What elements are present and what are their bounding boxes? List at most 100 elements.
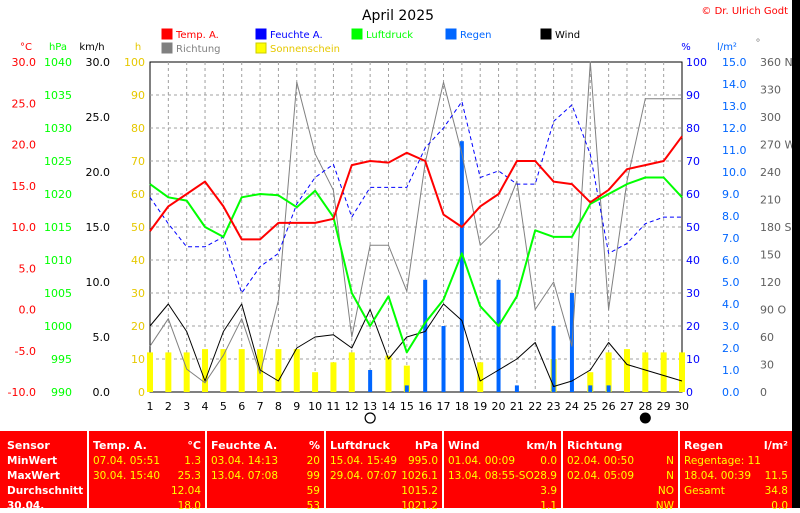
rain-bar [551, 326, 556, 392]
stats-value: 0.0 [771, 500, 788, 512]
rain-axis-tick-label: 7.0 [722, 232, 740, 245]
direction-axis-tick-label: 30 [760, 359, 774, 372]
humidity-axis-tick-label: 70 [686, 155, 700, 168]
axis-ticks: -10.0 -5.0 0.0 5.0 10.0 15.0 20.0 25.0 30.0 990 99… [8, 56, 796, 399]
sunshine-bar [385, 355, 392, 392]
x-tick-label: 28 [638, 400, 652, 413]
rain-axis-tick-label: 14.0 [722, 78, 747, 91]
stats-group-header: Wind km/h [448, 439, 557, 453]
x-tick-label: 21 [510, 400, 524, 413]
stats-value-row: 07.04. 05:51 1.3 [93, 454, 201, 468]
sunshine-bar [660, 352, 667, 392]
direction-line [149, 61, 682, 384]
wind-axis-tick-label: 25.0 [86, 111, 111, 124]
legend-swatch-sunshine [255, 42, 267, 54]
sunshine-bar [403, 365, 410, 392]
rain-axis-tick-label: 1.0 [722, 364, 740, 377]
legend-label-direction: Richtung [176, 44, 221, 55]
stats-group-unit: km/h [526, 439, 557, 452]
stats-value: 3.9 [540, 485, 557, 497]
x-tick-label: 22 [528, 400, 542, 413]
stats-timestamp: 15.04. 15:49 [330, 455, 397, 467]
sunshine-bar [183, 352, 190, 392]
sunshine-bar [330, 362, 337, 392]
rain-axis-tick-label: 6.0 [722, 254, 740, 267]
sunshine-bar [293, 349, 300, 392]
axis-unit: h [135, 42, 141, 53]
rain-axis-tick-label: 11.0 [722, 144, 747, 157]
humidity-axis-tick-label: 100 [686, 56, 707, 69]
rain-bar [423, 279, 428, 392]
stats-label-min: MinWert [7, 455, 58, 467]
stats-label-avg: Durchschnitt [7, 485, 84, 497]
sunshine-bar [220, 349, 227, 392]
humidity-axis-tick-label: 50 [686, 221, 700, 234]
direction-axis-tick-label: 330 [760, 84, 781, 97]
sunshine-bar [679, 352, 686, 392]
wind-axis-tick-label: 20.0 [86, 166, 111, 179]
direction-axis-tick-label: 120 [760, 276, 781, 289]
stats-timestamp: 30.04. 15:40 [93, 470, 160, 482]
stats-value-row: 0.0 [684, 499, 788, 513]
direction-axis-tick-label: 270 W [760, 139, 795, 152]
rain-axis-tick-label: 5.0 [722, 276, 740, 289]
stats-value-row: 3.9 [448, 484, 557, 498]
sunshine-bar [147, 352, 153, 392]
x-tick-label: 24 [565, 400, 579, 413]
pressure-axis-tick-label: 1035 [44, 89, 72, 102]
rain-axis-tick-label: 15.0 [722, 56, 747, 69]
stats-group-unit: l/m² [763, 439, 788, 452]
stats-timestamp: 02.04. 05:09 [567, 470, 634, 482]
x-tick-label: 13 [363, 400, 377, 413]
stats-group-title: Feuchte A. [211, 439, 278, 452]
pressure-axis-tick-label: 1040 [44, 56, 72, 69]
stats-group-header: Regen l/m² [684, 439, 788, 453]
wind-axis-tick-label: 15.0 [86, 221, 111, 234]
rain-axis-tick-label: 13.0 [722, 100, 747, 113]
sunshine-bar [587, 372, 594, 392]
sun-axis-tick-label: 10 [131, 353, 145, 366]
stats-timestamp: 13.04. 07:08 [211, 470, 278, 482]
direction-axis-tick-label: 210 [760, 194, 781, 207]
stats-value-row: 12.04 [93, 484, 201, 498]
sunshine-bar [238, 349, 245, 392]
stats-timestamp: 01.04. 00:09 [448, 455, 515, 467]
stats-value-row: NO [567, 484, 674, 498]
sun-axis-tick-label: 60 [131, 188, 145, 201]
stats-value-row: 02.04. 00:50 N [567, 454, 674, 468]
stats-value-row: Gesamt 34.8 [684, 484, 788, 498]
direction-axis-tick-label: 60 [760, 331, 774, 344]
sun-axis-tick-label: 0 [138, 386, 145, 399]
x-tick-label: 15 [400, 400, 414, 413]
stats-timestamp: 07.04. 05:51 [93, 455, 160, 467]
stats-value-row: 13.04. 08:55-SO 28.9 [448, 469, 557, 483]
legend-label-sunshine: Sonnenschein [270, 44, 340, 55]
x-tick-label: 10 [308, 400, 322, 413]
stats-timestamp: 29.04. 07:07 [330, 470, 397, 482]
humidity-line [149, 101, 682, 294]
stats-value: 59 [306, 485, 320, 497]
stats-group-header: Luftdruck hPa [330, 439, 438, 453]
temp-axis-tick-label: 20.0 [12, 139, 37, 152]
sunshine-bar [202, 349, 209, 392]
stats-timestamp: 02.04. 00:50 [567, 455, 634, 467]
stats-value: 12.04 [170, 485, 201, 497]
rain-axis-tick-label: 9.0 [722, 188, 740, 201]
wind-axis-tick-label: 30.0 [86, 56, 111, 69]
humidity-axis-tick-label: 60 [686, 188, 700, 201]
x-tick-label: 18 [455, 400, 469, 413]
pressure-axis-tick-label: 990 [51, 386, 72, 399]
pressure-axis-tick-label: 1005 [44, 287, 72, 300]
sunshine-bar [348, 352, 355, 392]
stats-value-row: 29.04. 07:07 1026.1 [330, 469, 438, 483]
series-lines [149, 61, 683, 387]
stats-value: 20 [306, 455, 320, 467]
rain-axis-tick-label: 4.0 [722, 298, 740, 311]
rain-axis-tick-label: 8.0 [722, 210, 740, 223]
stats-value-row: 18.0 [93, 499, 201, 513]
rain-axis-tick-label: 0.0 [722, 386, 740, 399]
rain-bar [441, 326, 446, 392]
wind-axis-tick-label: 0.0 [93, 386, 111, 399]
stats-value-row: 1015.2 [330, 484, 438, 498]
pressure-axis-tick-label: 1020 [44, 188, 72, 201]
